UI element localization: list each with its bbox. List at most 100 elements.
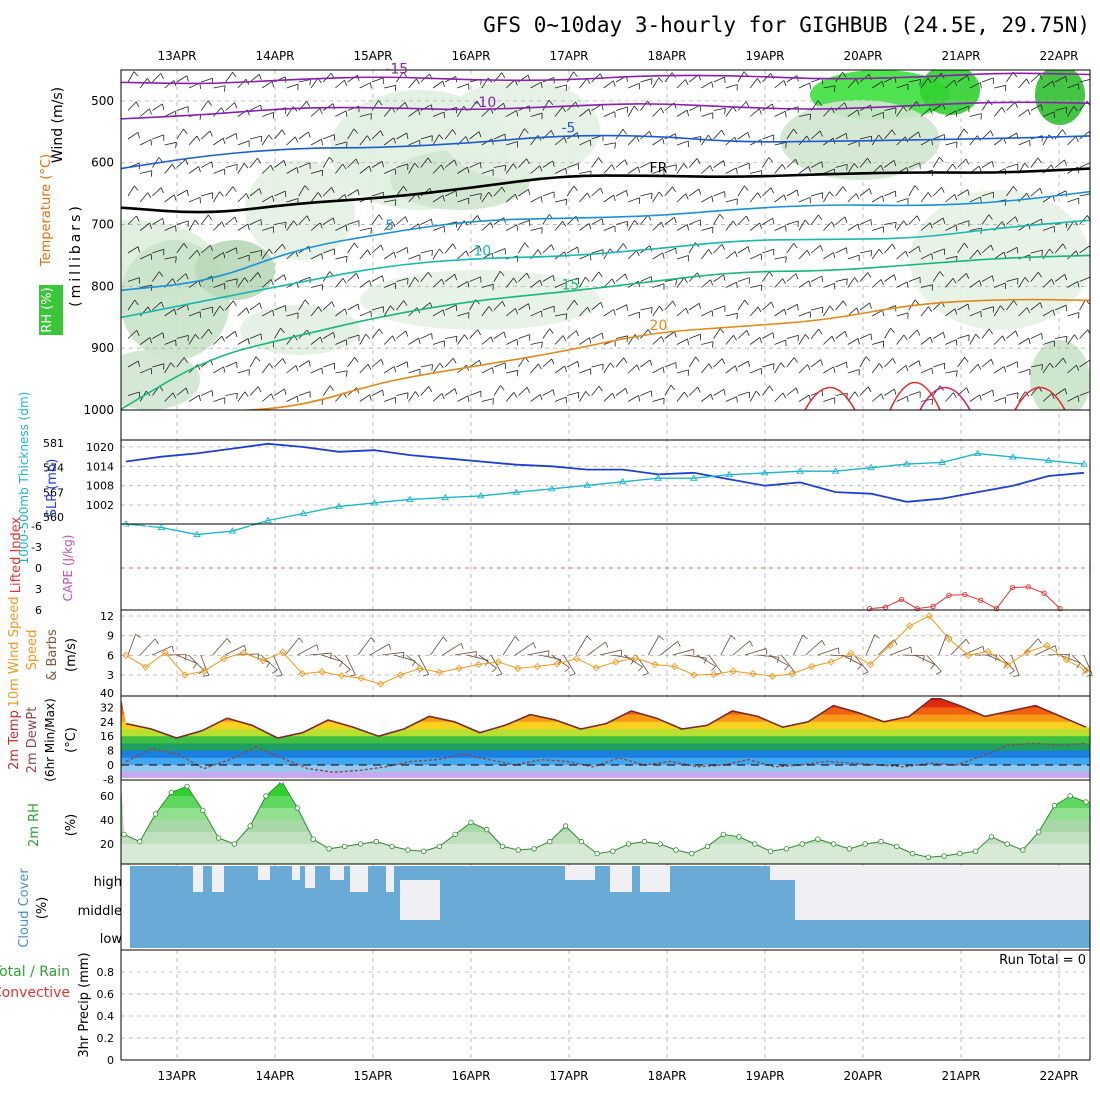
cloud-clear-block [258,866,270,880]
wind-barb-feather [551,358,555,365]
wind-barb-feather [516,110,519,117]
wind-barb-staff [847,78,857,89]
wind10-barb [394,654,416,662]
wind-barb-feather [611,278,616,285]
wind-barb-feather [170,362,175,368]
wind-barb-staff [420,249,433,254]
date-label-top: 21APR [941,49,980,63]
wind-barb [432,362,444,374]
thickness-marker [973,449,982,457]
wind-barb-feather [675,133,677,140]
wind10-barb [1083,654,1093,676]
wind-barb [444,388,458,396]
wind-barb [701,226,714,234]
wind-barb [152,217,165,225]
wind-barb-staff [322,301,333,311]
wind-barb-feather [1049,248,1054,254]
wind-barb-feather [746,330,750,336]
wind-barb-feather [918,131,921,138]
wind-barb-staff [603,164,613,174]
wind10-marker [122,651,130,659]
wind-barb-staff [298,162,311,168]
wind-barb [432,340,445,347]
wind-barb-feather [637,281,641,288]
wind-barb [1092,253,1100,259]
wind-barb [127,330,140,339]
wind10-barb [176,654,197,664]
wind-barb-staff [981,191,994,197]
wind-barb-staff [884,328,891,339]
wind-barb [567,163,579,170]
wind-barb-staff [774,110,786,117]
wind10-marker [1043,641,1051,650]
wind-barb [884,221,897,229]
wind-barb [859,250,873,257]
wind-barb-feather [260,250,263,257]
wind-barb [981,244,994,254]
wind-barb [530,227,543,234]
cloud-clear-block [610,866,632,892]
wind10-barb-feather [460,643,464,650]
wind-barb-staff [262,309,273,317]
wind10-barb [345,654,356,675]
wind-barb [774,225,787,232]
wind-barb [188,311,201,318]
wind-barb [884,274,897,282]
wind-barb-feather [869,188,872,195]
wind-barb-staff [237,277,245,288]
wind-barb-staff [188,334,196,345]
wind-barb-feather [244,391,249,397]
wind-barb-staff [628,311,640,317]
wind-barb [506,369,519,377]
wind-barb [542,305,555,313]
rh-marker [1020,847,1026,853]
wind-barb-staff [579,223,590,231]
wind-barb-staff [457,166,468,174]
wind-barb-feather [1013,186,1018,192]
wind-barb [701,341,714,348]
temperature-band [121,743,1090,752]
wind-barb-feather [589,139,592,146]
wind-barb-feather [1026,193,1030,199]
wind-barb-staff [896,312,909,317]
wind-barb-staff [335,110,347,117]
wind-barb-feather [723,160,726,167]
wind-barb-staff [493,362,506,368]
wind-barb-feather [990,244,994,251]
wind-barb-feather [150,139,153,146]
wind-barb-staff [689,105,701,111]
wind-barb [396,186,408,197]
cloud-clear-block [292,866,300,880]
wind-barb-staff [518,188,529,197]
wind-barb [652,252,665,260]
wind-barb-staff [335,163,344,174]
wind-barb-staff [469,390,481,396]
wind-barb [396,278,409,285]
wind-barb [969,310,982,318]
wind-barb [640,78,653,85]
wind-barb-staff [810,359,821,368]
wind-barb-feather [931,367,933,374]
wind-barb-staff [518,219,530,225]
wind-barb [969,280,982,288]
wind-barb-feather [697,386,701,393]
wind-barb-staff [298,360,310,368]
wind-barb-staff [164,256,177,260]
wind-barb [762,103,775,111]
wind-barb-staff [664,164,677,168]
wind10-marker [494,658,502,666]
wind10-barb-feather [586,635,592,641]
wind-barb-staff [652,138,663,146]
wind-barb-feather [211,161,214,168]
wind-barb-staff [688,356,696,368]
wind-barb-feather [846,362,848,369]
wind-barb-feather [455,305,458,312]
wind-barb [676,307,689,317]
rh-marker [231,841,238,847]
wind-barb-feather [382,275,384,282]
wind-barb [750,367,763,375]
wind-barb-staff [847,307,857,317]
wind-barb-staff [847,223,859,231]
wind-barb-staff [518,128,525,140]
